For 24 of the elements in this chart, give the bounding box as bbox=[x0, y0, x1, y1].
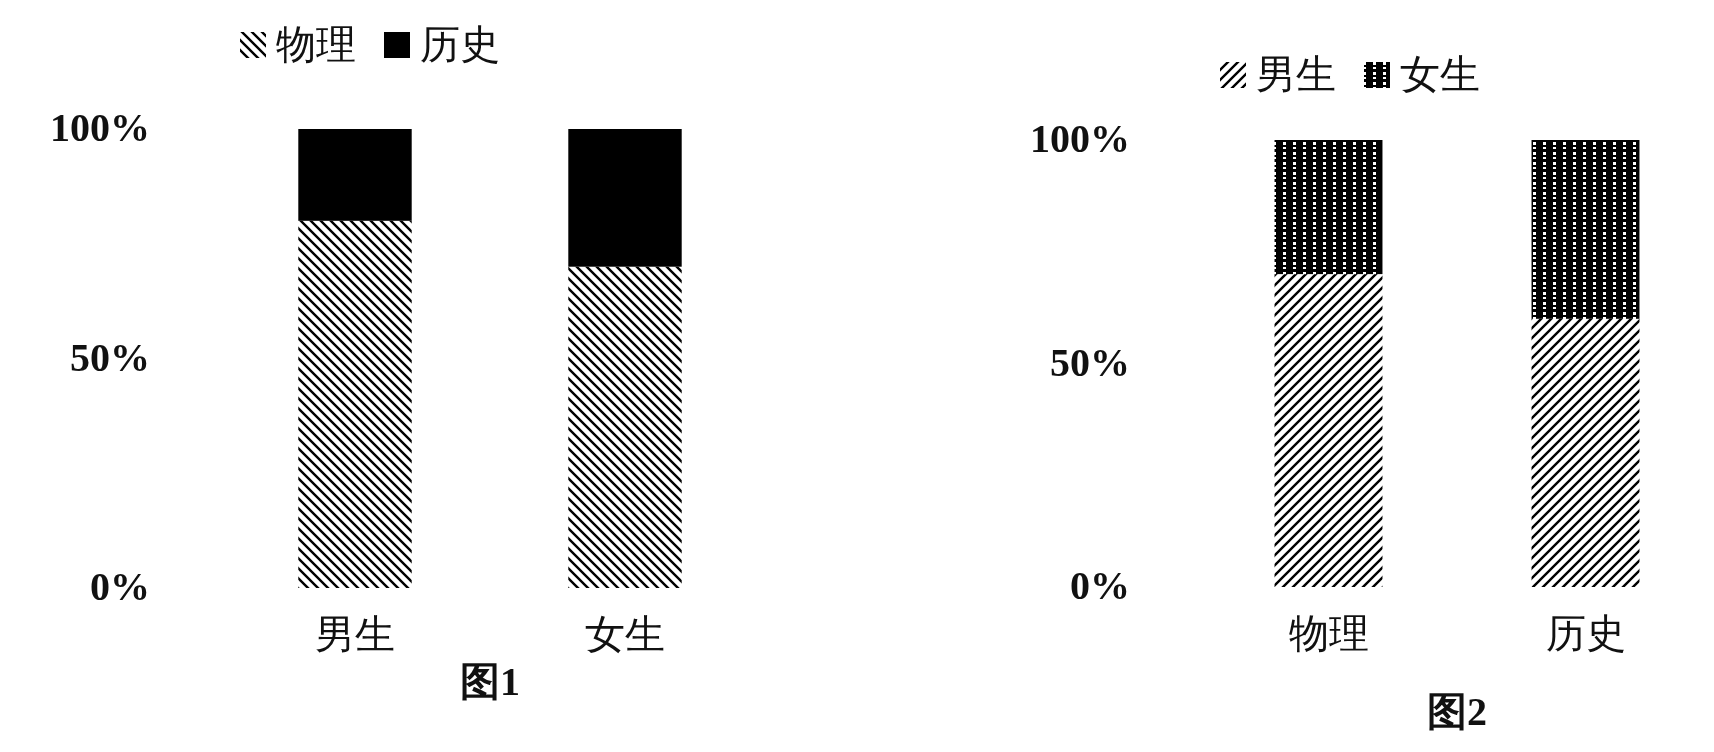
y-tick-label: 100% bbox=[50, 105, 150, 150]
caption: 图2 bbox=[1427, 689, 1487, 734]
bar bbox=[298, 129, 412, 221]
legend-label: 历史 bbox=[420, 22, 500, 67]
caption: 图1 bbox=[460, 659, 520, 704]
legend-label: 男生 bbox=[1256, 52, 1336, 97]
bar bbox=[568, 129, 682, 267]
y-tick-label: 50% bbox=[1050, 339, 1130, 385]
legend-label: 女生 bbox=[1400, 52, 1480, 97]
y-tick-label: 0% bbox=[90, 564, 150, 609]
x-tick-label: 物理 bbox=[1288, 611, 1369, 656]
bar bbox=[298, 220, 412, 588]
x-tick-label: 男生 bbox=[315, 612, 395, 657]
bar bbox=[1531, 140, 1640, 319]
bar bbox=[568, 266, 682, 588]
bar bbox=[1274, 140, 1383, 275]
legend-label: 物理 bbox=[276, 22, 356, 67]
x-tick-label: 女生 bbox=[585, 612, 665, 657]
bar bbox=[1274, 274, 1383, 587]
y-tick-label: 100% bbox=[1030, 116, 1130, 161]
bar bbox=[1531, 318, 1640, 587]
y-tick-label: 50% bbox=[70, 334, 150, 380]
y-tick-label: 0% bbox=[1070, 563, 1130, 608]
x-tick-label: 历史 bbox=[1545, 611, 1626, 656]
